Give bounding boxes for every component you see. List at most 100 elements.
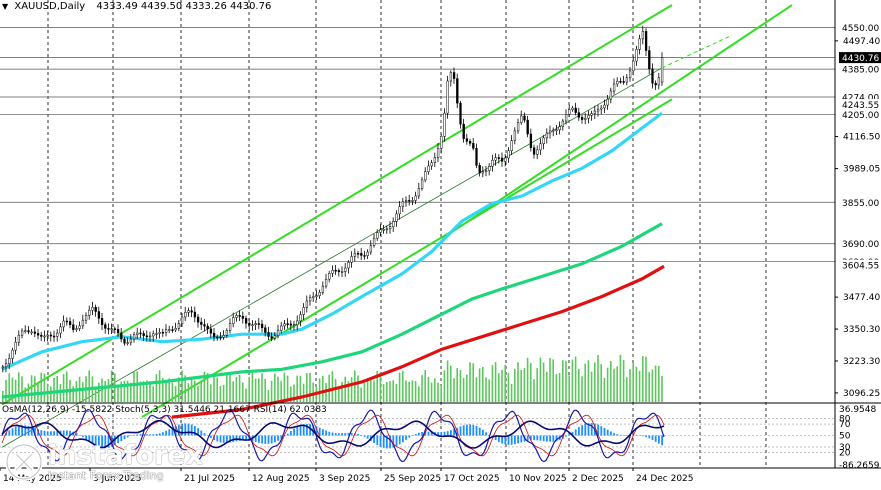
candle-body [30,331,33,334]
candle-body [216,336,219,339]
candle-body [401,201,405,207]
osma-bar [136,434,139,436]
osma-bar [56,430,59,436]
volume-bar [5,379,7,402]
candle-body [603,104,606,109]
volume-bar [261,373,263,402]
candle-body [110,328,113,330]
osma-bar [46,431,49,436]
volume-bar [616,366,618,402]
price-tick-label: 3989.05 [843,165,880,175]
volume-bar [661,375,663,402]
candle-body [526,119,529,135]
candle-body [49,334,53,337]
volume-bar [107,379,110,402]
brand-name: instaforex [48,440,204,471]
candle-body [340,271,344,273]
volume-bar [456,368,458,402]
price-tag-label: 4430.76 [842,54,879,64]
volume-bar [11,377,14,402]
candle-body [395,213,398,222]
osma-bar [165,430,167,436]
osma-bar [181,423,183,436]
osma-bar [642,435,644,437]
osma-bar [219,435,222,443]
candle-body [180,316,184,324]
osma-bar [350,432,353,436]
volume-bar [392,380,394,402]
candle-body [564,114,568,122]
indicator-scale-label: 50 [839,432,851,442]
volume-bar [363,382,366,402]
candle-body [187,310,190,313]
volume-bar [520,369,522,402]
price-tag [839,108,881,120]
volume-bar [357,375,359,402]
indicator-scale-label: 80 [839,414,851,424]
volume-bar [142,381,145,402]
volume-bar [424,370,426,402]
osma-bar [62,430,65,436]
osma-bar [542,435,545,442]
candle-body [433,157,437,163]
osma-bar [376,435,379,446]
osma-bar [78,434,81,436]
osma-bar [414,433,417,436]
osma-bar [571,431,574,436]
osma-bar [645,435,647,438]
collapse-triangle-icon[interactable]: ▼ [2,2,9,11]
volume-bar [430,382,433,402]
volume-bar [238,374,241,402]
candle-body [299,314,302,322]
osma-bar [210,435,212,439]
osma-bar [133,435,135,436]
volume-bar [101,378,103,402]
volume-bar [382,384,385,402]
volume-bar [523,368,526,402]
candlesticks [1,25,664,373]
osma-bar [565,435,567,437]
candle-body [475,148,478,166]
volume-bar [139,381,142,402]
volume-bar [8,373,10,402]
candle-body [548,130,552,134]
candle-body [350,256,353,263]
osma-bar [299,425,302,436]
volume-bar [280,380,282,402]
volume-bar [514,368,516,402]
candle-body [238,315,241,317]
osma-bar [421,431,423,436]
time-label: 10 Nov 2025 [509,474,567,484]
volume-bar [629,369,631,402]
volume-bar [530,363,532,402]
osma-bar [126,435,129,438]
osma-bar [88,435,91,442]
candle-body [417,188,421,197]
candle-body [465,138,469,142]
volume-bar [30,375,33,402]
volume-bar [190,376,193,402]
candle-body [260,323,264,328]
volume-bar [574,356,577,402]
volume-bar [402,370,404,402]
candle-body [545,132,549,139]
candle-body [609,90,613,100]
volume-bar [478,368,481,402]
volume-bar [210,384,212,402]
candle-body [558,126,561,131]
volume-bar [21,376,23,402]
osma-bar [66,430,68,436]
osma-bar [258,435,260,443]
volume-bar [66,371,68,402]
volume-bars [2,354,663,402]
candle-body [273,335,277,339]
candle-body [388,226,392,230]
ohlc-readout: 4333.49 4439.50 4333.26 4430.76 [96,1,272,12]
time-label: 2 Dec 2025 [572,474,624,484]
volume-bar [168,378,170,402]
candle-body [59,326,62,334]
osma-bar [8,430,11,436]
candle-body [270,336,273,339]
time-label: 12 Aug 2025 [252,474,310,484]
